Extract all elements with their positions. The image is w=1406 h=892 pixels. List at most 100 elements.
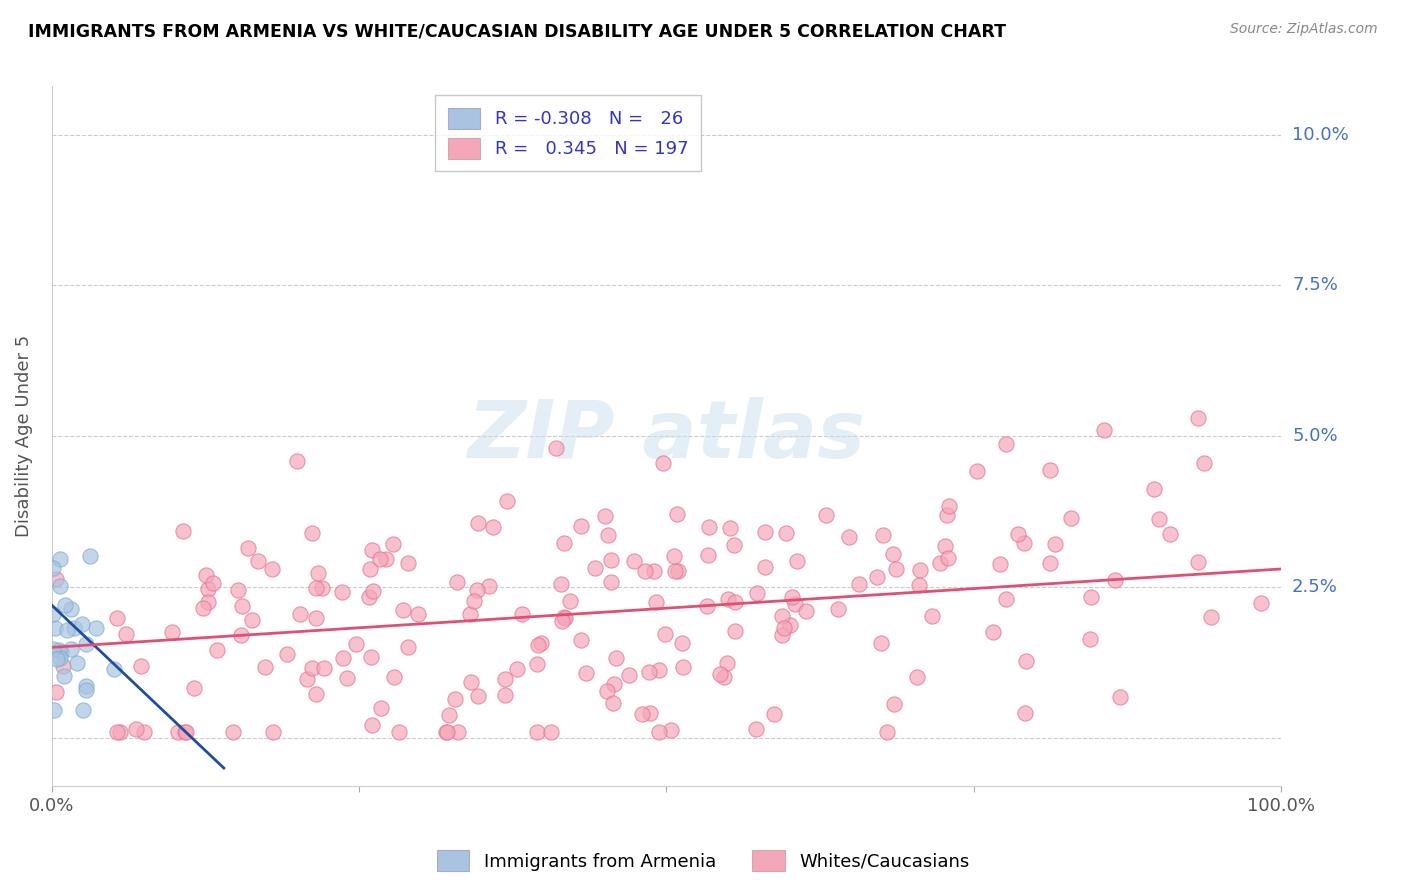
Point [645, 595, 668, 609]
Point [671, 636, 693, 650]
Point [84, 621, 107, 635]
Point [936, 550, 959, 565]
Point [359, 562, 381, 576]
Point [754, 560, 776, 574]
Point [42, 560, 65, 574]
Point [66, 656, 89, 670]
Point [550, 577, 572, 591]
Point [290, 607, 312, 622]
Point [600, 575, 623, 590]
Point [229, 628, 252, 642]
Point [623, 554, 645, 568]
Point [247, 554, 270, 568]
Point [600, 553, 623, 567]
Point [696, 548, 718, 562]
Point [368, 552, 391, 566]
Point [70, 617, 93, 632]
Point [883, 697, 905, 711]
Point [544, 441, 567, 455]
Point [664, 549, 686, 563]
Point [361, 583, 384, 598]
Point [105, 611, 128, 625]
Point [478, 579, 501, 593]
Point [49, 552, 72, 566]
Point [125, 723, 148, 737]
Point [526, 657, 548, 671]
Point [603, 677, 626, 691]
Point [406, 607, 429, 622]
Point [301, 526, 323, 541]
Point [307, 566, 329, 580]
Point [53, 669, 76, 683]
Point [72, 703, 94, 717]
Point [865, 570, 887, 584]
Text: Source: ZipAtlas.com: Source: ZipAtlas.com [1230, 22, 1378, 37]
Point [827, 601, 849, 615]
Point [1039, 463, 1062, 477]
Point [583, 561, 606, 575]
Point [762, 707, 785, 722]
Point [530, 636, 553, 650]
Point [49, 579, 72, 593]
Point [775, 526, 797, 541]
Point [935, 508, 957, 522]
Point [332, 650, 354, 665]
Point [1080, 591, 1102, 605]
Point [108, 724, 131, 739]
Point [465, 582, 488, 597]
Point [103, 662, 125, 676]
Point [1059, 511, 1081, 525]
Point [1039, 556, 1062, 570]
Point [382, 537, 405, 551]
Y-axis label: Disability Age Under 5: Disability Age Under 5 [15, 335, 32, 537]
Point [396, 640, 419, 654]
Point [1109, 690, 1132, 705]
Point [285, 454, 308, 468]
Point [966, 464, 988, 478]
Point [387, 724, 409, 739]
Point [754, 524, 776, 539]
Point [643, 564, 665, 578]
Point [45, 652, 67, 666]
Point [360, 650, 382, 665]
Point [1159, 527, 1181, 541]
Point [724, 624, 747, 638]
Point [305, 687, 328, 701]
Point [129, 659, 152, 673]
Point [666, 564, 689, 578]
Point [1201, 609, 1223, 624]
Point [647, 663, 669, 677]
Point [569, 632, 592, 647]
Point [207, 643, 229, 657]
Point [396, 556, 419, 570]
Point [42, 703, 65, 717]
Point [908, 578, 931, 592]
Point [460, 674, 482, 689]
Point [344, 637, 367, 651]
Point [510, 607, 533, 621]
Point [59, 641, 82, 656]
Point [981, 625, 1004, 640]
Point [631, 707, 654, 722]
Point [52, 658, 75, 673]
Point [540, 724, 562, 739]
Point [723, 538, 745, 552]
Point [55, 623, 77, 637]
Point [553, 536, 575, 550]
Point [929, 556, 952, 570]
Point [554, 611, 576, 625]
Point [672, 660, 695, 674]
Point [197, 582, 219, 596]
Point [436, 724, 458, 739]
Point [45, 685, 67, 699]
Point [1014, 706, 1036, 720]
Point [305, 581, 328, 595]
Point [617, 667, 640, 681]
Point [260, 562, 283, 576]
Point [558, 594, 581, 608]
Point [745, 585, 768, 599]
Point [44, 621, 66, 635]
Point [202, 575, 225, 590]
Point [779, 617, 801, 632]
Point [1007, 527, 1029, 541]
